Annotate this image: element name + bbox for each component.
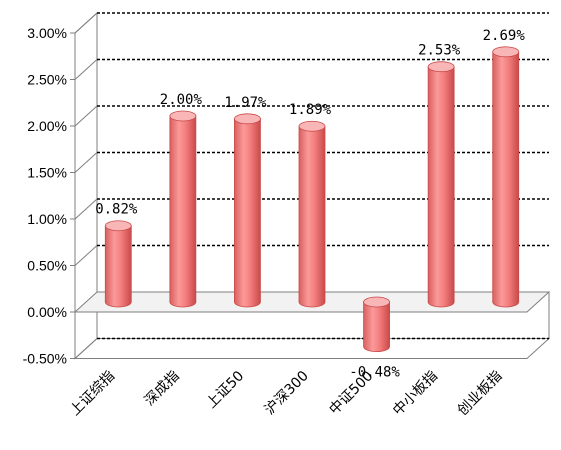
y-tick-label: 3.00% [27, 25, 67, 41]
category-label: 创业板指 [455, 368, 506, 419]
y-axis-tick-labels: -0.50% 0.00% 0.50% 1.00% 1.50% 2.00% 2.50% 3.00… [23, 25, 75, 367]
gridline-side [74, 152, 98, 173]
bar [104, 220, 132, 308]
data-label: 0.82% [95, 202, 138, 218]
bar [234, 113, 261, 308]
bar-cap [363, 296, 390, 308]
data-label: 2.69% [483, 28, 526, 44]
y-tick-label: 1.50% [27, 165, 67, 181]
bar-cap [104, 220, 132, 232]
bar [169, 110, 197, 308]
category-label: 上证综指 [67, 368, 118, 419]
bar [427, 61, 455, 308]
bars [104, 46, 520, 353]
data-label: 1.89% [289, 102, 332, 118]
category-label: 沪深300 [262, 368, 312, 418]
bar-body [427, 66, 455, 308]
gridline-side [74, 198, 98, 220]
bar-cap [169, 110, 197, 122]
category-labels: 上证综指 深成指 上证50 沪深300 中证500 中小板指 创业板指 [67, 368, 505, 419]
bar-body [298, 125, 326, 308]
bar-body [363, 301, 390, 353]
bar-cap [298, 120, 326, 132]
data-label: 2.00% [160, 92, 203, 108]
y-tick-label: 0.00% [27, 304, 67, 320]
category-label: 深成指 [142, 368, 183, 409]
bar [298, 120, 326, 308]
bar-body [169, 115, 197, 308]
data-label: -0.48% [349, 365, 400, 381]
bar [363, 296, 390, 353]
bar-cap [427, 61, 455, 73]
data-label: 2.53% [418, 43, 461, 59]
data-labels: 0.82% 2.00% 1.97% 1.89% -0.48% 2.53% 2.69% [95, 28, 525, 381]
bar [492, 46, 520, 308]
gridline-side [74, 59, 98, 80]
y-tick-label: 0.50% [27, 258, 67, 274]
gridline-side [74, 245, 98, 266]
bar-body [234, 118, 261, 308]
y-tick-label: -0.50% [23, 351, 67, 367]
gridline-side [74, 12, 98, 34]
y-tick-label: 1.00% [27, 211, 67, 227]
data-label: 1.97% [224, 95, 267, 111]
y-tick-label: 2.50% [27, 72, 67, 88]
bar-cap [234, 113, 261, 125]
bar-body [104, 225, 132, 308]
bar-cap [492, 46, 520, 58]
bottom-plane [73, 338, 551, 359]
category-label: 上证50 [204, 368, 248, 412]
y-tick-label: 2.00% [27, 118, 67, 134]
gridline-side [74, 105, 98, 127]
bar-body [492, 51, 520, 308]
